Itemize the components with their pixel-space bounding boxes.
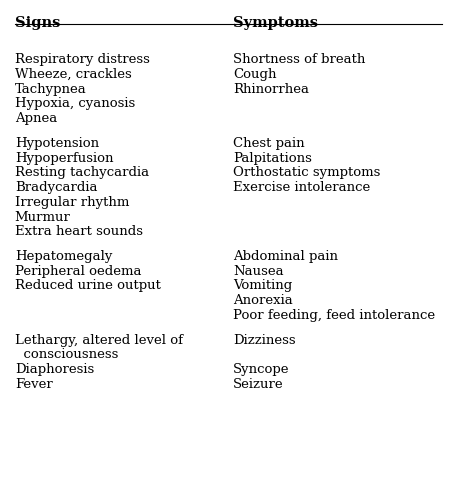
Text: Signs: Signs [15,16,60,30]
Text: Abdominal pain: Abdominal pain [233,250,338,263]
Text: consciousness: consciousness [15,348,118,361]
Text: Hypotension: Hypotension [15,137,99,150]
Text: Hepatomegaly: Hepatomegaly [15,250,112,263]
Text: Apnea: Apnea [15,112,57,125]
Text: Lethargy, altered level of: Lethargy, altered level of [15,334,183,346]
Text: Bradycardia: Bradycardia [15,181,97,194]
Text: Irregular rhythm: Irregular rhythm [15,196,129,209]
Text: Anorexia: Anorexia [233,294,293,307]
Text: Nausea: Nausea [233,265,283,278]
Text: Diaphoresis: Diaphoresis [15,363,94,376]
Text: Hypoxia, cyanosis: Hypoxia, cyanosis [15,98,135,110]
Text: Reduced urine output: Reduced urine output [15,280,161,293]
Text: Exercise intolerance: Exercise intolerance [233,181,370,194]
Text: Hypoperfusion: Hypoperfusion [15,151,113,164]
Text: Symptoms: Symptoms [233,16,318,30]
Text: Orthostatic symptoms: Orthostatic symptoms [233,166,381,179]
Text: Fever: Fever [15,378,53,391]
Text: Peripheral oedema: Peripheral oedema [15,265,141,278]
Text: Rhinorrhea: Rhinorrhea [233,83,309,96]
Text: Tachypnea: Tachypnea [15,83,86,96]
Text: Resting tachycardia: Resting tachycardia [15,166,149,179]
Text: Dizziness: Dizziness [233,334,296,346]
Text: Respiratory distress: Respiratory distress [15,53,150,66]
Text: Syncope: Syncope [233,363,290,376]
Text: Palpitations: Palpitations [233,151,312,164]
Text: Chest pain: Chest pain [233,137,305,150]
Text: Poor feeding, feed intolerance: Poor feeding, feed intolerance [233,309,435,322]
Text: Cough: Cough [233,68,276,81]
Text: Extra heart sounds: Extra heart sounds [15,225,143,239]
Text: Vomiting: Vomiting [233,280,292,293]
Text: Murmur: Murmur [15,210,71,224]
Text: Wheeze, crackles: Wheeze, crackles [15,68,131,81]
Text: Shortness of breath: Shortness of breath [233,53,365,66]
Text: Seizure: Seizure [233,378,283,391]
